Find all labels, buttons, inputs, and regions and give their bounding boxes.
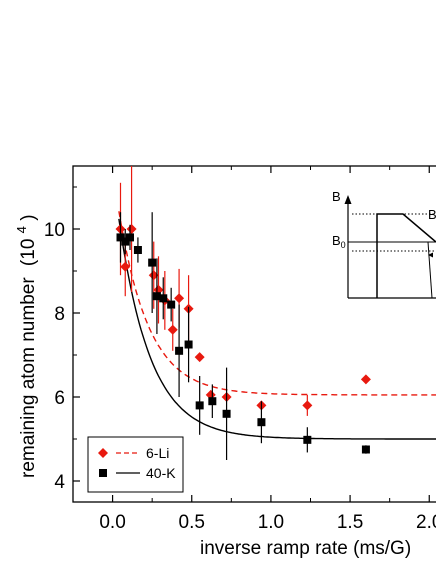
legend-marker-diamond [98,448,108,458]
data-point-square [175,346,184,355]
inset: B B0 B [332,186,436,304]
inset-field-ramp [376,213,436,298]
legend-marker-square [99,469,107,477]
legend-box [87,436,184,493]
inset-bg [340,186,436,304]
inset-cut-label: B [428,207,436,222]
x-tick-label: 0.0 [99,512,125,533]
legend-label-li: 6-Li [146,445,169,461]
data-point-diamond [302,400,313,411]
data-point-square [116,233,125,242]
x-tick-label: 1.5 [337,512,363,533]
data-point-diamond [148,270,159,281]
x-tick-label: 2.0 [416,512,436,533]
fit-curve-dashed [118,211,436,396]
data-point-square [126,233,134,242]
data-point-square [133,246,142,254]
y-tick-label: 10 [44,220,65,241]
data-point-square [222,409,231,418]
data-point-square [121,237,130,246]
plot-frame [72,165,436,503]
data-point-square [195,401,204,410]
x-tick-label: 0.5 [179,512,205,533]
data-point-square [184,340,193,349]
data-point-square [152,292,161,301]
legend: 6-Li 40-K [87,436,184,493]
data-point-diamond [120,261,131,272]
legend-entry-li: 6-Li [98,445,169,461]
y-axis-label-close: ) [18,214,39,220]
data-point-square [257,418,266,427]
data-point-diamond [167,324,178,335]
y-tick-label: 8 [54,304,65,325]
data-point-diamond [174,293,185,304]
data-point-square [361,445,370,454]
y-axis-label-main: remaining atom number [18,277,39,478]
fit-curve-solid [118,218,436,440]
legend-entry-k: 40-K [99,465,176,481]
y-tick-label: 6 [54,388,65,409]
data-point-square [303,435,312,444]
data-point-diamond [126,224,137,234]
data-point-square [208,397,217,406]
inset-arrow-icon [344,195,352,204]
y-axis-label-exponent: 4 [14,226,29,233]
data-point-diamond [194,352,205,363]
legend-label-k: 40-K [146,465,176,481]
data-point-square [148,258,157,267]
inset-ramp-end [427,241,433,299]
data-point-diamond [360,374,371,385]
y-axis-label-unit: (10 [18,239,39,266]
y-axis-label: remaining atom number (10 4 ) [10,214,39,478]
data-point-square [167,300,176,309]
inset-level-label: B0 [332,233,346,250]
y-tick-label: 4 [54,472,65,493]
inset-y-label: B [332,189,341,204]
data-point-square [159,294,168,303]
inset-small-arrow-icon [428,252,433,258]
x-axis-label: inverse ramp rate (ms/G) [200,538,411,559]
x-tick-label: 1.0 [258,512,284,533]
